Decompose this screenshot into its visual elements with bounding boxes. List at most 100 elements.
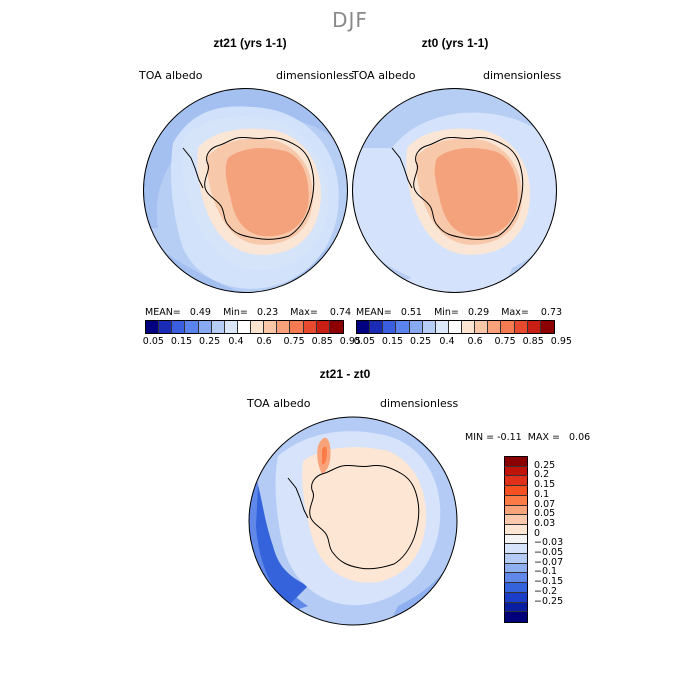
difference-max-value: 0.06 (569, 432, 591, 443)
panel-1-units: dimensionless (276, 69, 355, 82)
difference-min-value: -0.11 (497, 432, 522, 443)
panel-2-map (352, 88, 557, 293)
difference-colorbar-swatch (505, 466, 527, 477)
colorbar-swatch (357, 321, 371, 333)
colorbar-tick-label: 0.85 (311, 336, 333, 347)
difference-colorbar-swatch (505, 612, 527, 622)
difference-colorbar-tick-label: 0.1 (534, 488, 550, 500)
colorbar-swatch (264, 321, 278, 333)
colorbar-tick-label: 0.6 (467, 336, 483, 347)
panel-2-min-value: 0.29 (467, 307, 490, 318)
colorbar-swatch (501, 321, 515, 333)
difference-variable: TOA albedo (247, 397, 311, 410)
difference-colorbar-swatch (505, 515, 527, 525)
colorbar-swatch (383, 321, 397, 333)
colorbar-swatch (514, 321, 528, 333)
difference-colorbar-swatch (505, 554, 527, 564)
difference-units: dimensionless (380, 397, 459, 410)
colorbar-tick-label: 0.15 (170, 336, 193, 347)
colorbar-swatch (435, 321, 449, 333)
colorbar-swatch (224, 321, 238, 333)
colorbar-tick-label: 0.4 (228, 336, 244, 347)
colorbar-tick-label: 0.6 (256, 336, 272, 347)
difference-title: zt21 - zt0 (319, 367, 371, 381)
colorbar-tick-label: 0.95 (550, 336, 572, 347)
colorbar-swatch (185, 321, 199, 333)
difference-colorbar-swatch (505, 592, 527, 603)
panel-2-colorbar (356, 320, 555, 334)
panel-2-max-label: Max= (501, 307, 529, 318)
colorbar-swatch (448, 321, 462, 333)
colorbar-swatch (290, 321, 304, 333)
difference-colorbar-tick-label: −0.2 (534, 585, 558, 597)
panel-1-colorbar-labels: 0.05 0.15 0.25 0.4 0.6 0.75 0.85 0.95 (142, 336, 361, 348)
panel-1-title: zt21 (yrs 1-1) (213, 36, 287, 50)
colorbar-swatch (462, 321, 476, 333)
panel-2-units: dimensionless (483, 69, 562, 82)
colorbar-tick-label: 0.25 (199, 336, 221, 347)
difference-colorbar-tick-label: −0.05 (534, 547, 564, 559)
colorbar-tick-label: 0.75 (283, 336, 305, 347)
difference-colorbar-swatch (505, 476, 527, 487)
panel-1-stats: MEAN= 0.49 Min= 0.23 Max= 0.74 (145, 307, 351, 318)
difference-colorbar-tick-label: 0.07 (534, 498, 556, 510)
difference-map (248, 416, 458, 626)
difference-colorbar-tick-label: −0.03 (534, 537, 564, 549)
colorbar-swatch (159, 321, 173, 333)
colorbar-swatch (475, 321, 489, 333)
difference-colorbar-tick-label: −0.1 (534, 566, 558, 578)
difference-colorbar-tick-label: 0.15 (534, 479, 556, 491)
panel-1-max-value: 0.74 (329, 307, 352, 318)
colorbar-swatch (329, 321, 343, 333)
colorbar-swatch (396, 321, 410, 333)
colorbar-swatch (409, 321, 423, 333)
colorbar-swatch (316, 321, 330, 333)
difference-colorbar-swatch (505, 505, 527, 516)
colorbar-swatch (146, 321, 160, 333)
difference-colorbar-swatch (505, 524, 527, 535)
colorbar-swatch (172, 321, 186, 333)
difference-colorbar-tick-label: 0.05 (534, 508, 556, 520)
panel-1-min-value: 0.23 (256, 307, 279, 318)
panel-2-colorbar-labels: 0.05 0.15 0.25 0.4 0.6 0.75 0.85 0.95 (353, 336, 572, 348)
difference-colorbar-swatch (505, 495, 527, 506)
difference-colorbar-swatch (505, 544, 527, 555)
difference-colorbar-tick-label: −0.07 (534, 556, 564, 568)
colorbar-tick-label: 0.4 (439, 336, 455, 347)
difference-range: MIN = -0.11 MAX = 0.06 (465, 432, 590, 443)
colorbar-tick-label: 0.25 (410, 336, 432, 347)
panel-2-stats: MEAN= 0.51 Min= 0.29 Max= 0.73 (356, 307, 562, 318)
difference-colorbar-tick-label: −0.25 (534, 595, 564, 607)
difference-colorbar-tick-label: 0.25 (534, 459, 556, 471)
panel-1-mean-label: MEAN= (145, 307, 181, 318)
colorbar-tick-label: 0.95 (339, 336, 361, 347)
colorbar-tick-label: 0.05 (353, 336, 375, 347)
difference-colorbar-tick-label: 0 (534, 527, 541, 539)
colorbar-tick-label: 0.05 (142, 336, 164, 347)
colorbar-swatch (251, 321, 265, 333)
difference-min-label: MIN = (465, 432, 495, 443)
difference-colorbar-swatch (505, 486, 527, 496)
colorbar-swatch (488, 321, 502, 333)
panel-1-min-label: Min= (223, 307, 248, 318)
colorbar-tick-label: 0.75 (494, 336, 516, 347)
colorbar-tick-label: 0.15 (381, 336, 404, 347)
colorbar-swatch (422, 321, 436, 333)
panel-1-mean-value: 0.49 (189, 307, 211, 318)
difference-colorbar-tick-label: 0.03 (534, 517, 556, 529)
colorbar-swatch (370, 321, 384, 333)
difference-colorbar-swatch (505, 573, 527, 584)
colorbar-swatch (211, 321, 225, 333)
difference-colorbar-swatch (505, 602, 527, 613)
colorbar-swatch (237, 321, 251, 333)
panel-1-max-label: Max= (290, 307, 318, 318)
panel-1-colorbar (145, 320, 344, 334)
difference-colorbar-tick-label: 0.2 (534, 469, 550, 481)
figure-title: DJF (332, 8, 368, 32)
difference-colorbar-swatch (505, 583, 527, 593)
panel-2-min-label: Min= (434, 307, 459, 318)
panel-2-title: zt0 (yrs 1-1) (421, 36, 489, 50)
colorbar-swatch (277, 321, 291, 333)
panel-2-mean-label: MEAN= (356, 307, 392, 318)
difference-colorbar (504, 456, 528, 623)
